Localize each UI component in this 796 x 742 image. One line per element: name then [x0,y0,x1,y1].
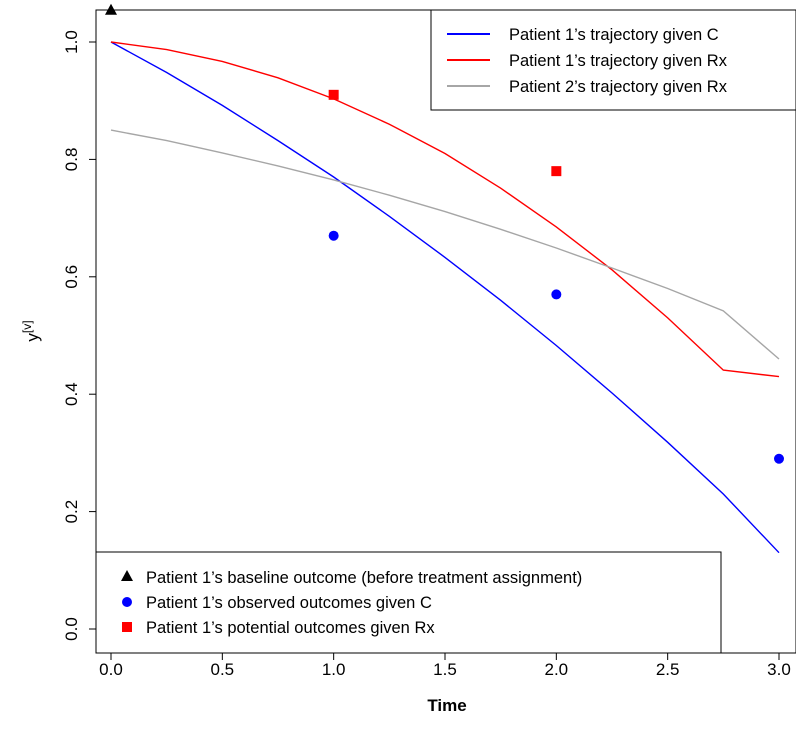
y-tick-label: 0.2 [62,500,81,524]
x-tick-label: 3.0 [767,660,791,679]
point-legend-triangle-icon [121,570,133,581]
y-axis: 0.0 0.2 0.4 0.6 0.8 1.0 [62,30,97,641]
observed-point [328,230,339,241]
y-tick-label: 1.0 [62,30,81,54]
line-patient2-rx [110,129,780,360]
line-legend-label-p2: Patient 2’s trajectory given Rx [509,78,728,96]
x-tick-label: 2.0 [545,660,569,679]
series-layer [110,41,780,554]
line-legend-label-rx: Patient 1’s trajectory given Rx [509,52,728,70]
point-legend-label-observed: Patient 1’s observed outcomes given C [146,594,432,612]
x-tick-label: 0.5 [211,660,235,679]
y-tick-label: 0.8 [62,148,81,172]
x-tick-label: 0.0 [99,660,123,679]
y-axis-title-main: y [23,333,42,342]
potential-point [551,166,562,177]
y-tick-label: 0.4 [62,382,81,406]
point-legend-label-baseline: Patient 1’s baseline outcome (before tre… [146,569,582,587]
point-legend-label-potential: Patient 1’s potential outcomes given Rx [146,619,435,637]
points-layer [105,3,784,464]
point-legend-circle-icon [122,597,132,607]
point-legend-square-icon [122,622,132,632]
x-tick-label: 1.0 [322,660,346,679]
y-tick-label: 0.0 [62,617,81,641]
x-axis: 0.0 0.5 1.0 1.5 2.0 2.5 3.0 [99,652,791,679]
y-tick-label: 0.6 [62,265,81,289]
y-axis-title-superscript: [v] [20,320,34,333]
line-trajectory-c [110,41,780,554]
x-tick-label: 2.5 [656,660,680,679]
line-legend-label-c: Patient 1’s trajectory given C [509,26,719,44]
line-trajectory-rx [110,41,780,378]
potential-point [328,89,339,100]
x-axis-title: Time [427,696,466,715]
x-tick-label: 1.5 [433,660,457,679]
line-legend: Patient 1’s trajectory given C Patient 1… [430,9,796,111]
y-axis-title: y[v] [20,320,42,341]
point-legend: Patient 1’s baseline outcome (before tre… [95,551,722,654]
baseline-point [105,3,117,15]
observed-point [551,289,562,300]
observed-point [774,453,784,464]
point-legend-box [95,551,722,654]
line-legend-box [430,9,796,111]
